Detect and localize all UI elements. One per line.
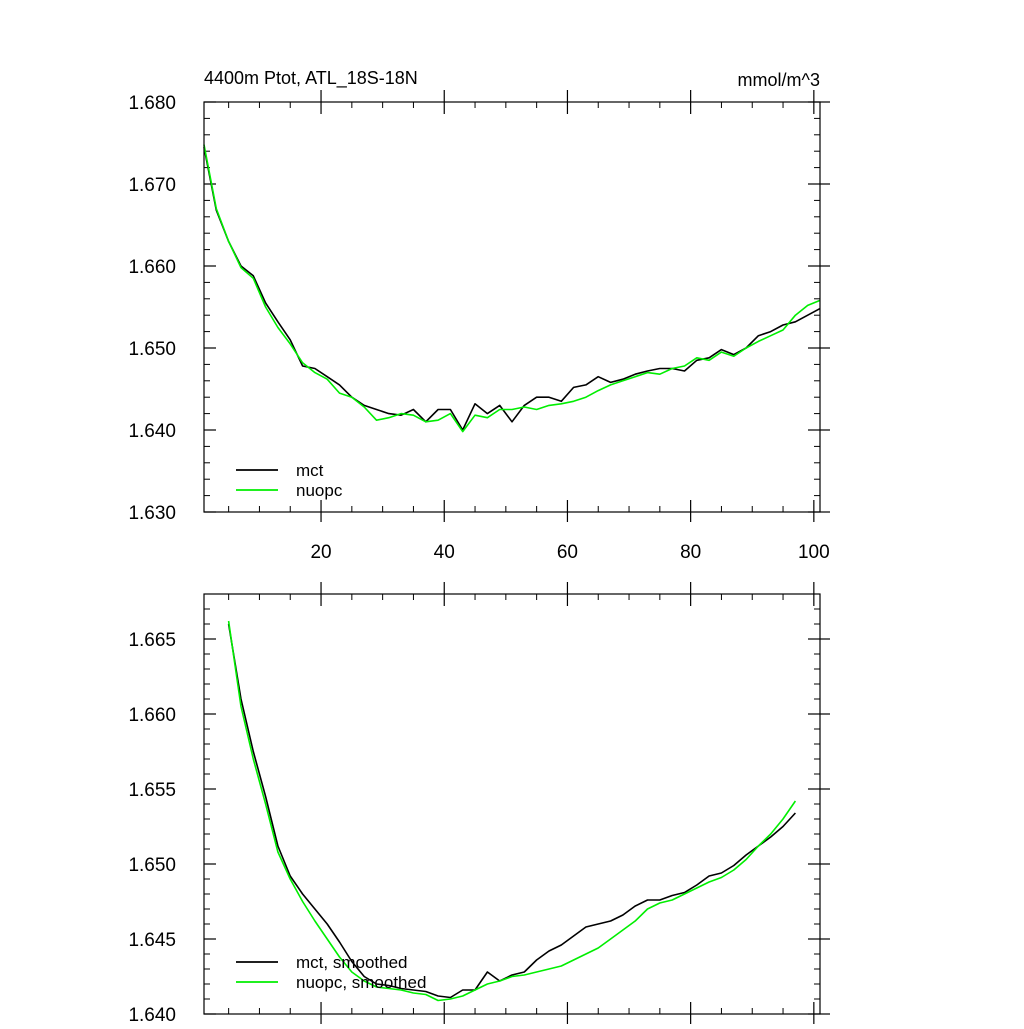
legend-label-mct: mct	[296, 461, 324, 480]
y-tick-label: 1.640	[128, 421, 176, 442]
top-legend: mct nuopc	[236, 461, 343, 500]
top-series-lines	[203, 144, 821, 433]
y-tick-label: 1.650	[128, 855, 176, 876]
y-tick-label: 1.680	[128, 93, 176, 114]
y-tick-label: 1.645	[128, 930, 176, 951]
series-line-nuopc	[203, 144, 821, 433]
x-tick-label: 100	[798, 542, 830, 563]
x-tick-label: 40	[434, 542, 455, 563]
y-tick-label: 1.660	[128, 705, 176, 726]
y-tick-label: 1.660	[128, 257, 176, 278]
series-line-nuopc-smoothed	[227, 620, 797, 1002]
y-tick-label: 1.640	[128, 1005, 176, 1024]
y-tick-label: 1.670	[128, 175, 176, 196]
y-tick-label: 1.650	[128, 339, 176, 360]
x-tick-label: 20	[310, 542, 331, 563]
panel-bottom: 1.640 1.645 1.650 1.655 1.660 1.665 mct, smoo…	[128, 582, 830, 1026]
series-line-mct-smoothed	[227, 623, 796, 999]
x-tick-label: 80	[680, 542, 701, 563]
legend-label-nuopc-smoothed: nuopc, smoothed	[296, 973, 426, 992]
chart-title: 4400m Ptot, ATL_18S-18N	[204, 68, 418, 89]
x-tick-label: 60	[557, 542, 578, 563]
bottom-legend: mct, smoothed nuopc, smoothed	[236, 953, 426, 992]
panel-top: 4400m Ptot, ATL_18S-18N mmol/m^3 20 40 60 8…	[128, 68, 830, 563]
top-plot-frame	[203, 101, 821, 513]
y-tick-label: 1.665	[128, 630, 176, 651]
bottom-series-lines	[227, 620, 797, 1002]
bottom-ticks: 1.640 1.645 1.650 1.655 1.660 1.665	[128, 582, 830, 1026]
y-tick-label: 1.630	[128, 503, 176, 524]
legend-label-mct-smoothed: mct, smoothed	[296, 953, 408, 972]
chart-units: mmol/m^3	[738, 70, 820, 90]
legend-label-nuopc: nuopc	[296, 481, 343, 500]
bottom-plot-frame	[203, 593, 821, 1015]
y-tick-label: 1.655	[128, 780, 176, 801]
top-ticks: 20 40 60 80 100 1.630 1.640 1.650 1.660 1.670 1.68…	[128, 90, 830, 563]
series-line-mct	[203, 146, 821, 431]
